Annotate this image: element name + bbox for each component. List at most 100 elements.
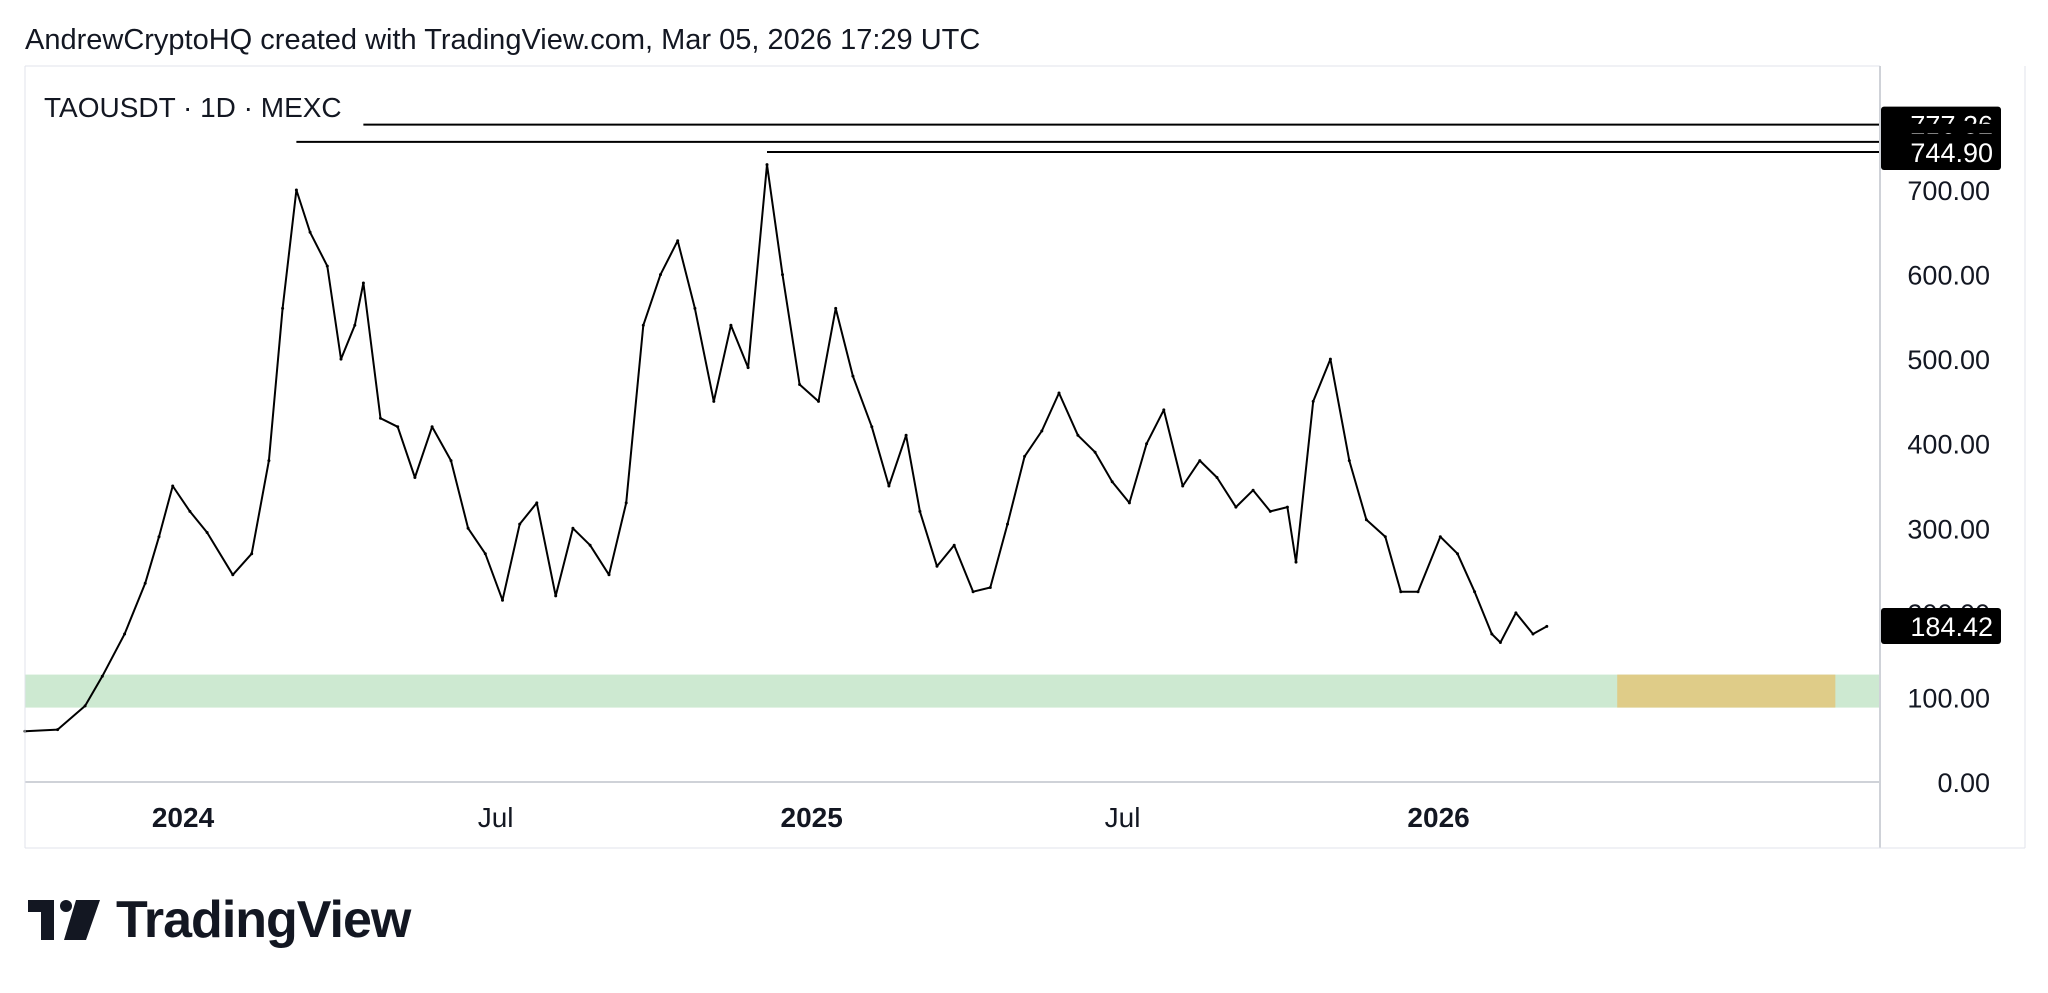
price-point [100, 674, 104, 678]
price-point [379, 416, 382, 420]
price-point [1198, 459, 1202, 463]
price-point [676, 239, 680, 243]
price-point [851, 374, 855, 378]
chart-title: TAOUSDT · 1D · MEXC [44, 92, 342, 123]
price-point [712, 399, 716, 403]
price-point [607, 573, 611, 577]
price-point [1473, 590, 1477, 594]
price-point [729, 323, 733, 327]
time-tick-label: 2024 [152, 802, 215, 833]
price-badge-label: 184.42 [1910, 612, 1993, 642]
price-point [231, 573, 235, 577]
price-point [250, 552, 254, 556]
price-point [188, 509, 192, 513]
price-point [143, 581, 147, 585]
price-point [1162, 408, 1166, 412]
price-point [339, 357, 343, 361]
price-point [588, 543, 592, 547]
brand-name: TradingView [116, 891, 411, 949]
price-point [1093, 450, 1097, 454]
target-zone [1617, 674, 1836, 708]
price-point [1006, 522, 1009, 526]
price-point [205, 531, 209, 534]
price-point [123, 632, 127, 636]
price-point [1234, 505, 1238, 509]
price-point [887, 484, 891, 488]
time-tick-label: Jul [1105, 802, 1141, 833]
price-point [1057, 391, 1061, 395]
price-point [904, 433, 908, 437]
price-point [988, 586, 992, 589]
price-point [1498, 641, 1502, 644]
price-point [1311, 399, 1315, 403]
price-point [693, 306, 697, 310]
resistance-lines [296, 123, 1880, 154]
price-point [325, 264, 329, 268]
price-point [1251, 488, 1255, 492]
price-tick-label: 500.00 [1907, 345, 1990, 375]
price-point [1364, 518, 1368, 522]
support-zone [25, 674, 1880, 708]
price-point [308, 230, 312, 234]
price-point [157, 535, 161, 539]
time-tick-label: Jul [478, 802, 514, 833]
price-point [449, 459, 453, 463]
time-tick-label: 2025 [781, 802, 843, 833]
chart-attribution: AndrewCryptoHQ created with TradingView.… [25, 24, 981, 56]
price-point [294, 188, 298, 192]
time-tick-label: 2026 [1407, 802, 1469, 833]
price-point [624, 501, 628, 505]
tradingview-logo-icon [28, 900, 100, 940]
price-point [83, 704, 87, 708]
price-line [24, 163, 1548, 733]
price-point [1023, 454, 1027, 458]
price-point [1399, 590, 1403, 594]
price-point [870, 425, 874, 429]
price-point [1285, 505, 1289, 509]
price-badge [1881, 608, 2001, 645]
time-axis-labels: 2024 Jul 2025 Jul 2026 [152, 802, 1470, 833]
price-point [571, 526, 575, 530]
price-point [1145, 442, 1149, 446]
price-point [781, 273, 784, 277]
price-tick-label: 700.00 [1907, 176, 1990, 206]
price-badge [1881, 134, 2001, 171]
price-point [396, 425, 400, 429]
price-point [1545, 624, 1549, 628]
price-point [554, 594, 558, 598]
price-point [1347, 459, 1351, 463]
price-point [1438, 535, 1442, 539]
price-point [1328, 357, 1332, 361]
price-point [641, 323, 645, 327]
price-point [483, 552, 487, 556]
price-point [1383, 535, 1387, 539]
price-point [1531, 632, 1535, 636]
price-tick-label: 300.00 [1907, 514, 1990, 544]
price-point [171, 484, 175, 488]
price-point [834, 306, 838, 310]
price-point [798, 383, 802, 386]
price-point [1416, 590, 1420, 594]
price-point [267, 459, 271, 463]
price-tick-label: 0.00 [1937, 768, 1990, 798]
price-point [659, 273, 662, 277]
price-point [1181, 484, 1185, 488]
price-point [1268, 509, 1272, 513]
price-point [1040, 429, 1044, 433]
price-point [353, 323, 357, 327]
price-point [1490, 632, 1494, 636]
tradingview-brand[interactable]: TradingView [28, 890, 411, 950]
price-point [281, 306, 285, 310]
price-series [23, 163, 1549, 733]
price-tick-label: 400.00 [1907, 430, 1990, 460]
price-point [765, 163, 769, 167]
price-badge-label: 744.90 [1910, 138, 1993, 168]
price-point [971, 590, 975, 594]
price-point [518, 522, 522, 526]
price-point [56, 728, 60, 732]
price-point [501, 598, 504, 602]
price-point [535, 501, 539, 505]
price-point [1456, 552, 1459, 556]
